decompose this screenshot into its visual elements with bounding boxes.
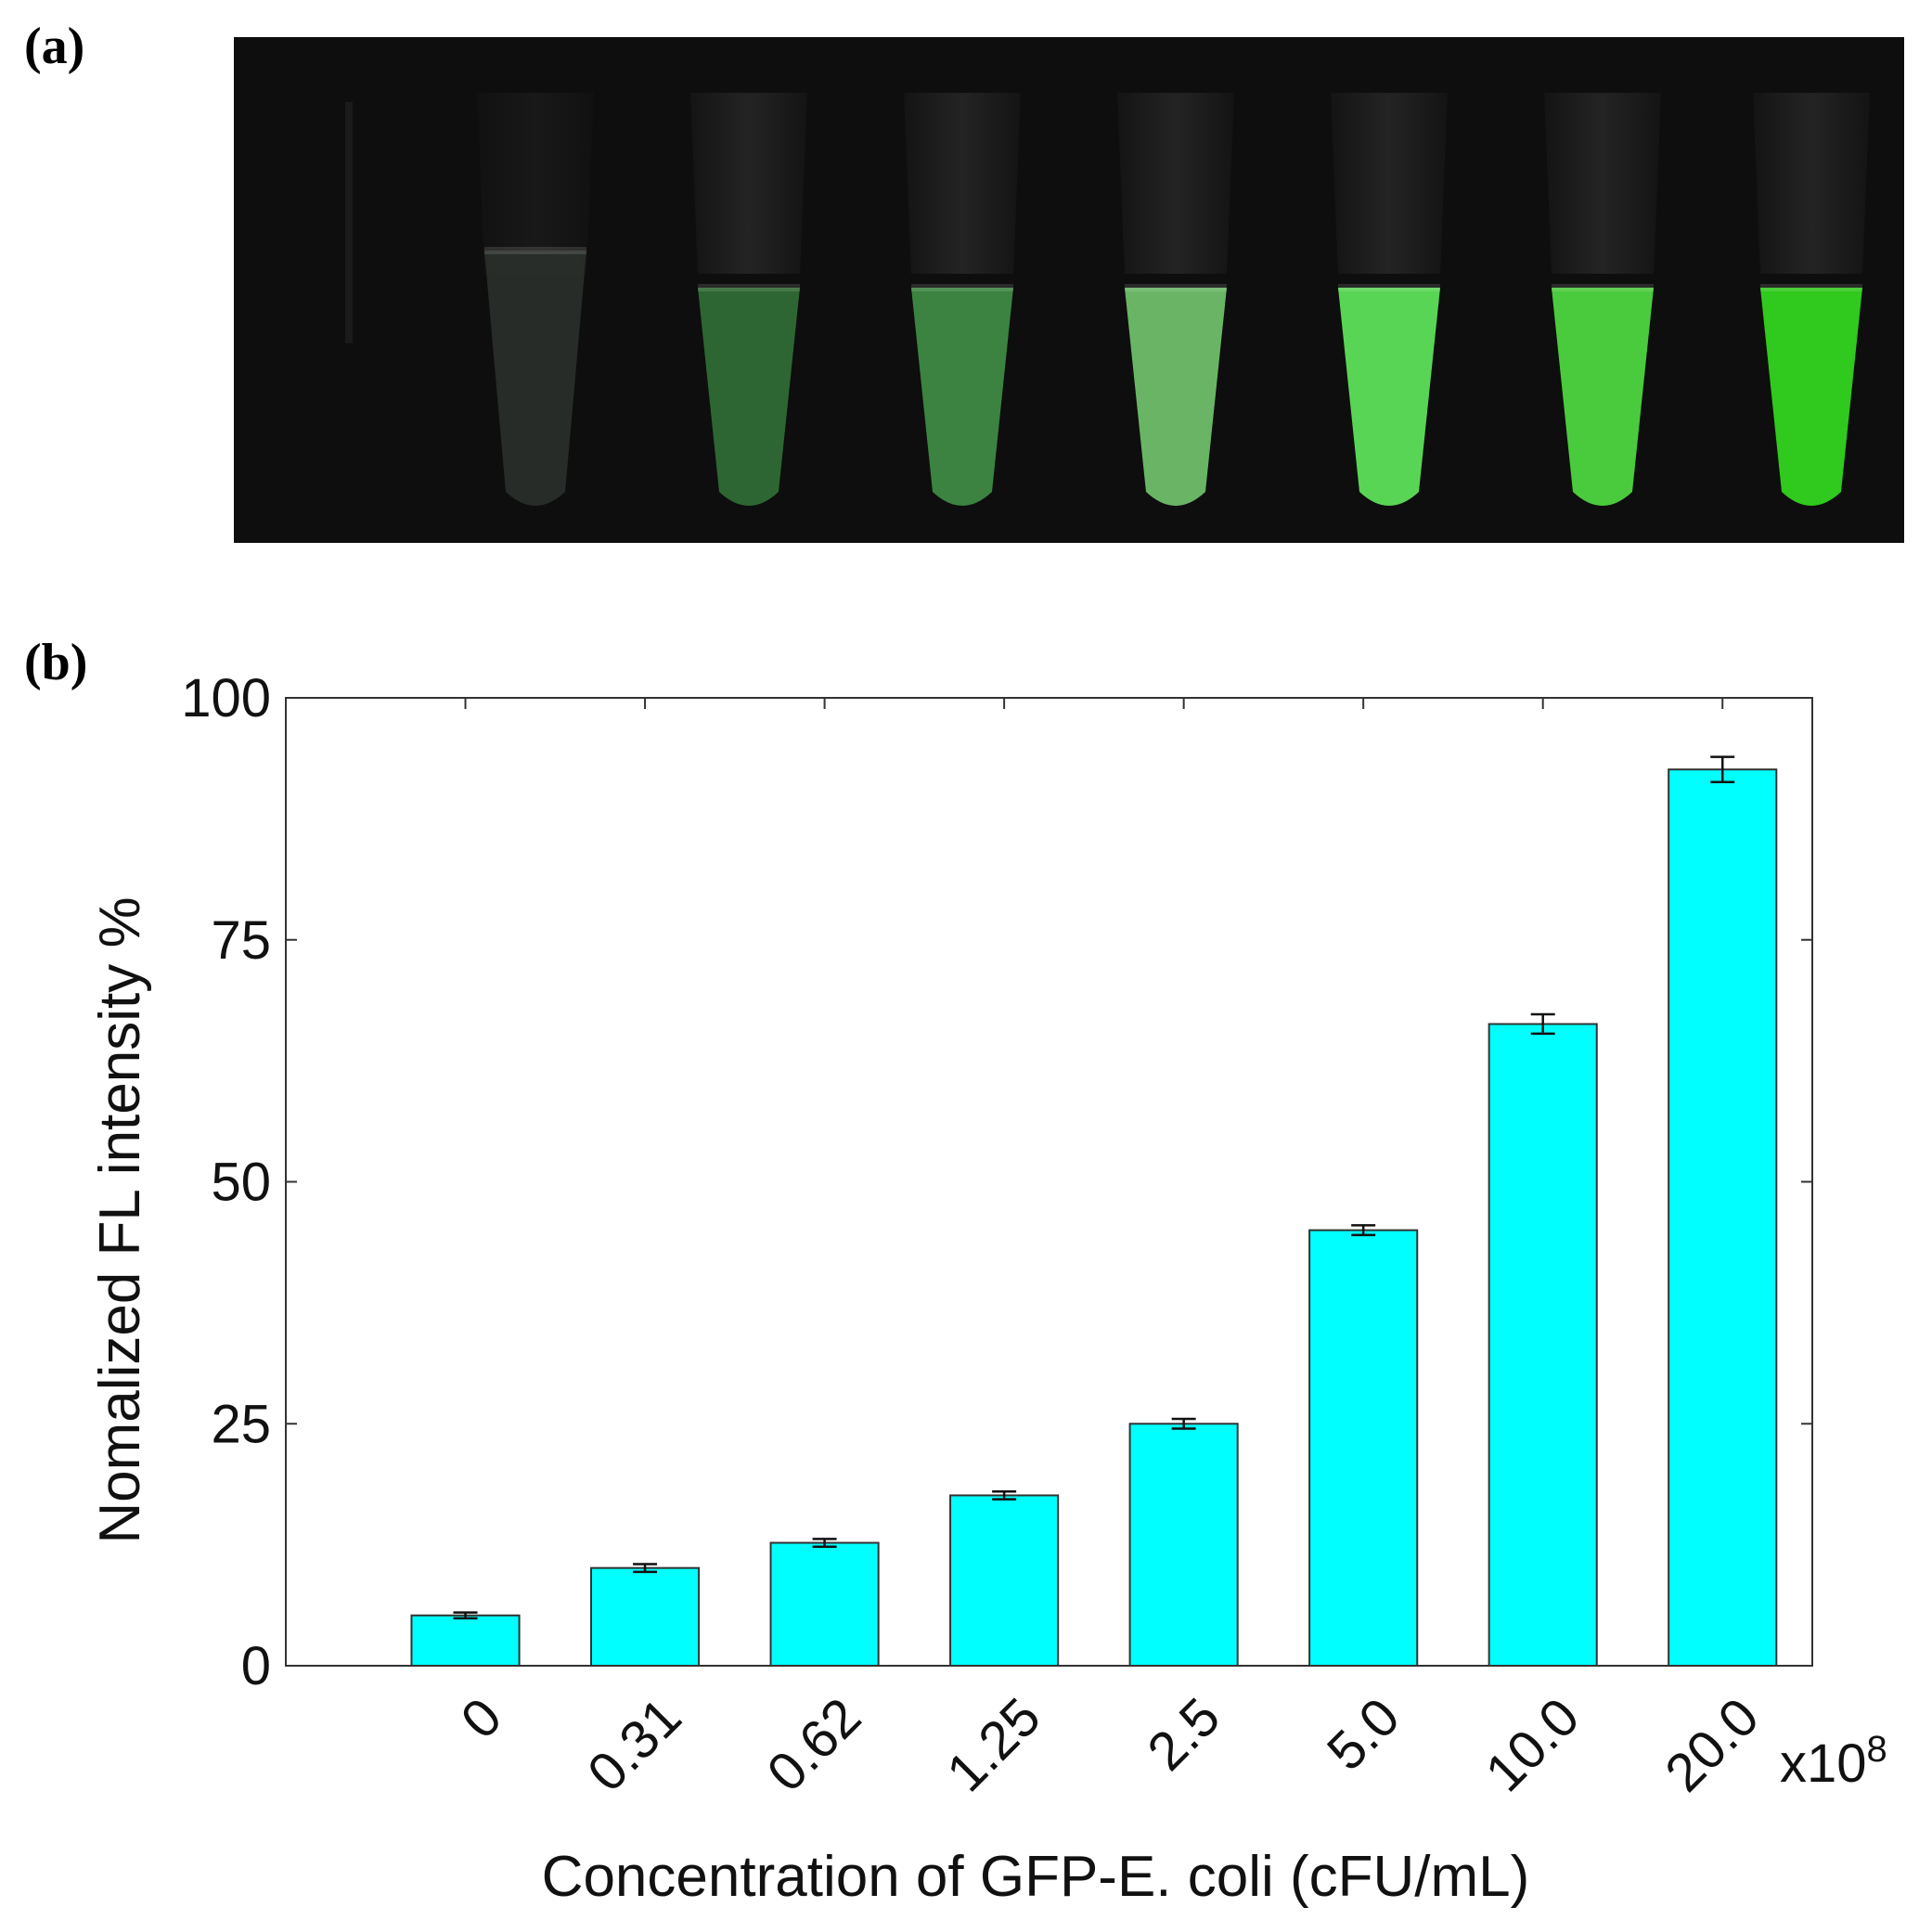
bar-chart: 0 25 50 75 100 0 0.31 0.62 1.25 2.5 5.0 10.0 20.0 N…	[88, 668, 1887, 1909]
panel-label-a: (a)	[24, 18, 85, 75]
tube-4-body	[1117, 93, 1234, 274]
error-bar-2.5	[1171, 1417, 1196, 1430]
tube-5-liquid	[1338, 288, 1440, 506]
y-tick-label: 75	[211, 910, 271, 971]
y-tick-label: 25	[211, 1394, 271, 1454]
tube-4	[1117, 93, 1234, 506]
tube-2	[690, 93, 807, 506]
tube-7-liquid	[1760, 288, 1862, 506]
bar-2.5	[1128, 1423, 1239, 1667]
tube-1-body	[477, 93, 594, 274]
tube-4-meniscus	[1125, 284, 1227, 291]
tube-3-body	[904, 93, 1021, 274]
tube-7	[1753, 93, 1870, 506]
y-tick-label: 50	[211, 1153, 271, 1213]
tube-3-liquid	[911, 288, 1013, 506]
x-tick-label-2.5: 2.5	[1136, 1686, 1231, 1782]
y-axis-label: Nomalized FL intensity %	[88, 896, 152, 1543]
error-bar-10.0	[1530, 1012, 1555, 1036]
tube-2-body	[690, 93, 807, 274]
tube-ghost-outline	[345, 102, 353, 343]
tube-1	[477, 93, 594, 506]
tube-5-meniscus	[1338, 284, 1440, 291]
tube-6	[1544, 93, 1661, 506]
y-tick-label: 100	[181, 668, 271, 728]
x-axis-multiplier-base: x10	[1780, 1733, 1867, 1794]
x-tick-label-20.0: 20.0	[1654, 1686, 1771, 1803]
tube-5	[1331, 93, 1448, 506]
x-axis-multiplier: x108	[1780, 1729, 1887, 1794]
tube-1-liquid	[484, 251, 586, 506]
error-bar-5.0	[1351, 1224, 1376, 1237]
bar-5.0	[1308, 1229, 1419, 1668]
tube-5-body	[1331, 93, 1448, 274]
error-bar-0.62	[812, 1538, 837, 1548]
bar-10.0	[1488, 1023, 1598, 1667]
bar-0.62	[769, 1541, 880, 1667]
tube-3	[904, 93, 1021, 506]
x-tick-label-1.25: 1.25	[935, 1686, 1052, 1803]
tube-1-meniscus	[484, 247, 586, 254]
x-tick-label-0: 0	[449, 1686, 513, 1750]
error-bar-20.0	[1710, 755, 1735, 783]
panel-label-b: (b)	[24, 634, 88, 691]
tube-2-liquid	[698, 288, 800, 506]
tube-4-liquid	[1125, 288, 1227, 506]
tube-6-meniscus	[1552, 284, 1654, 291]
x-axis-label: Concentration of GFP-E. coli (cFU/mL)	[542, 1845, 1530, 1909]
tube-6-liquid	[1552, 288, 1654, 506]
tube-2-meniscus	[698, 284, 800, 291]
tube-3-meniscus	[911, 284, 1013, 291]
tube-7-meniscus	[1760, 284, 1862, 291]
bar-1.25	[949, 1494, 1060, 1667]
fluorescence-tube-photo	[234, 37, 1904, 543]
tube-6-body	[1544, 93, 1661, 274]
error-bar-1.25	[992, 1490, 1017, 1501]
y-tick-label: 0	[241, 1636, 271, 1696]
bar-0.31	[590, 1566, 701, 1667]
tube-7-body	[1753, 93, 1870, 274]
x-tick-label-0.31: 0.31	[576, 1686, 693, 1803]
x-tick-label-10.0: 10.0	[1475, 1686, 1591, 1803]
x-tick-label-5.0: 5.0	[1316, 1686, 1411, 1782]
error-bar-0.31	[633, 1563, 658, 1574]
error-bar-0	[453, 1611, 478, 1620]
bar-20.0	[1668, 768, 1778, 1667]
x-axis-multiplier-exponent: 8	[1867, 1729, 1887, 1770]
x-tick-label-0.62: 0.62	[755, 1686, 872, 1803]
bar-0	[410, 1614, 521, 1668]
